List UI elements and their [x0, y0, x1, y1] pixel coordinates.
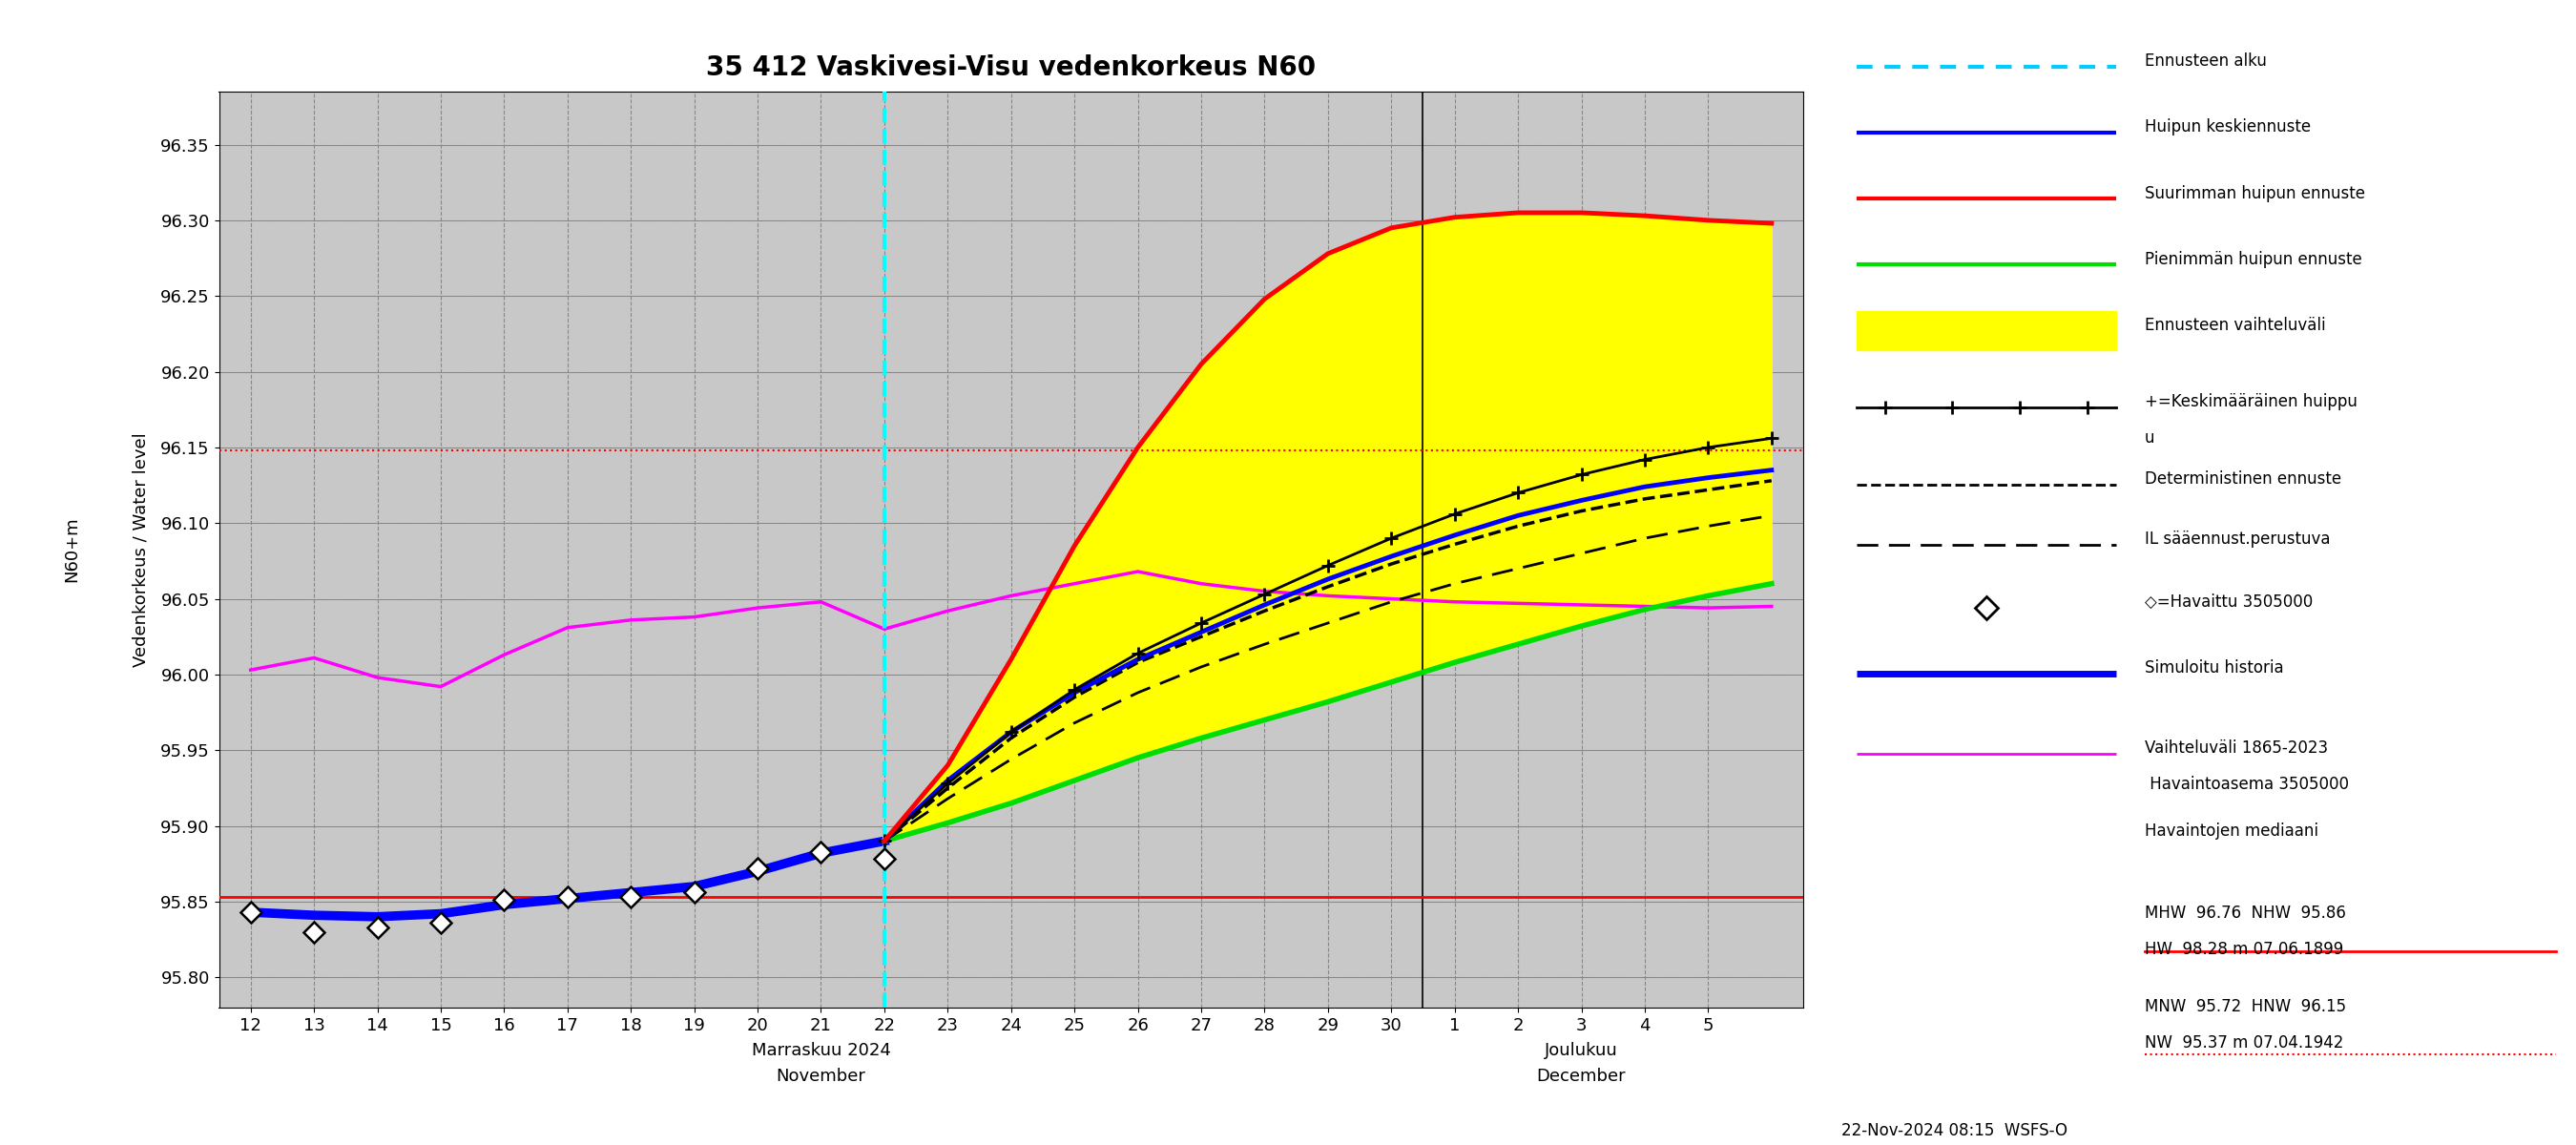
- Text: u: u: [2146, 429, 2154, 447]
- Text: Ennusteen vaihteluväli: Ennusteen vaihteluväli: [2146, 316, 2326, 334]
- Text: Simuloitu historia: Simuloitu historia: [2146, 660, 2285, 677]
- Text: Huipun keskiennuste: Huipun keskiennuste: [2146, 119, 2311, 136]
- Text: MNW  95.72  HNW  96.15: MNW 95.72 HNW 96.15: [2146, 998, 2347, 1016]
- Text: IL sääennust.perustuva: IL sääennust.perustuva: [2146, 531, 2331, 548]
- Text: Marraskuu 2024: Marraskuu 2024: [752, 1042, 891, 1059]
- Text: Havaintoasema 3505000: Havaintoasema 3505000: [2146, 776, 2349, 793]
- Text: Deterministinen ennuste: Deterministinen ennuste: [2146, 471, 2342, 488]
- Text: 22-Nov-2024 08:15  WSFS-O: 22-Nov-2024 08:15 WSFS-O: [1842, 1122, 2069, 1139]
- Text: Vaihteluväli 1865-2023: Vaihteluväli 1865-2023: [2146, 740, 2329, 757]
- Text: November: November: [775, 1068, 866, 1085]
- FancyBboxPatch shape: [1857, 311, 2115, 350]
- Text: Ennusteen alku: Ennusteen alku: [2146, 53, 2267, 70]
- Text: +=Keskimääräinen huippu: +=Keskimääräinen huippu: [2146, 394, 2357, 411]
- Text: Suurimman huipun ennuste: Suurimman huipun ennuste: [2146, 184, 2365, 202]
- Y-axis label: Vedenkorkeus / Water level: Vedenkorkeus / Water level: [131, 433, 149, 666]
- Title: 35 412 Vaskivesi-Visu vedenkorkeus N60: 35 412 Vaskivesi-Visu vedenkorkeus N60: [706, 55, 1316, 81]
- Text: ◇=Havaittu 3505000: ◇=Havaittu 3505000: [2146, 593, 2313, 610]
- Text: Joulukuu: Joulukuu: [1546, 1042, 1618, 1059]
- Text: MHW  96.76  NHW  95.86: MHW 96.76 NHW 95.86: [2146, 905, 2347, 922]
- Text: N60+m: N60+m: [64, 516, 80, 583]
- Text: Havaintojen mediaani: Havaintojen mediaani: [2146, 822, 2318, 839]
- Text: NW  95.37 m 07.04.1942: NW 95.37 m 07.04.1942: [2146, 1034, 2344, 1051]
- Text: HW  98.28 m 07.06.1899: HW 98.28 m 07.06.1899: [2146, 941, 2344, 958]
- Text: December: December: [1538, 1068, 1625, 1085]
- Text: Pienimmän huipun ennuste: Pienimmän huipun ennuste: [2146, 251, 2362, 268]
